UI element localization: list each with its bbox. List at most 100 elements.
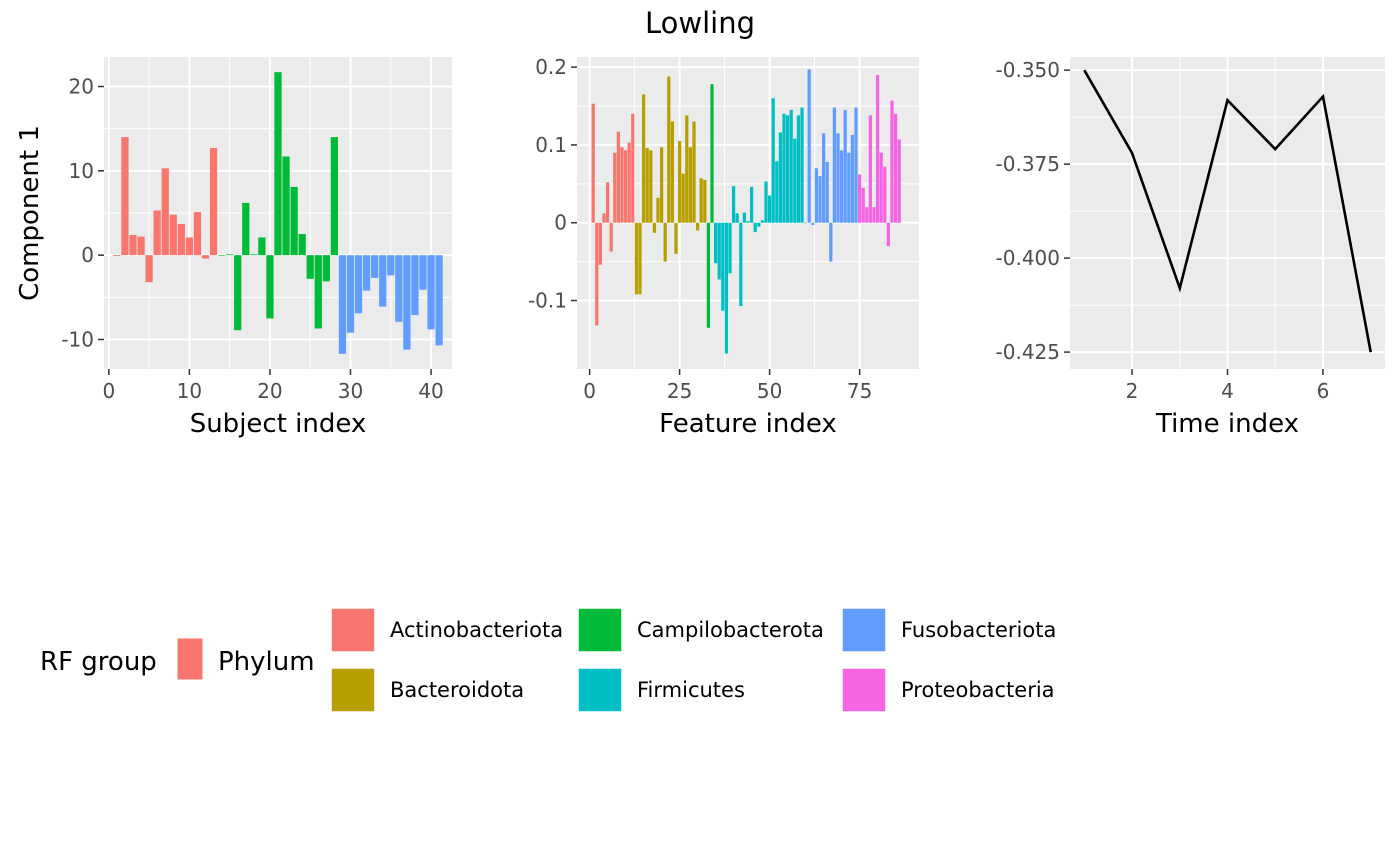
bar-subject-36 <box>395 255 403 322</box>
legend-phylum-entries: Actinobacteriota Bacteroidota Campilobacte… <box>330 607 1056 713</box>
bar-feature-76 <box>861 187 865 223</box>
bar-feature-19 <box>656 197 660 223</box>
data-marks <box>113 72 443 354</box>
bar-subject-25 <box>306 255 314 279</box>
bar-subject-34 <box>379 255 387 307</box>
x-tick-label: 75 <box>847 379 872 403</box>
bar-subject-13 <box>209 148 218 256</box>
legend-key-firmicutes <box>577 667 623 713</box>
bar-feature-30 <box>695 222 700 231</box>
bar-feature-53 <box>778 132 783 223</box>
x-tick-label: 30 <box>338 379 363 403</box>
bar-feature-44 <box>746 221 750 223</box>
bar-feature-61 <box>807 69 811 223</box>
bar-subject-1 <box>113 255 121 257</box>
x-axis-title: Subject index <box>190 409 367 439</box>
x-tick-label: 0 <box>583 379 596 403</box>
bar-feature-22 <box>667 76 671 223</box>
bar-feature-2 <box>595 222 599 326</box>
y-tick-label: 0 <box>81 243 94 267</box>
bar-feature-17 <box>649 150 653 223</box>
bar-feature-38 <box>724 222 729 354</box>
bar-feature-20 <box>659 147 664 223</box>
x-tick-label: 20 <box>257 379 282 403</box>
y-axis-title: Component 1 <box>15 125 45 301</box>
bar-feature-43 <box>742 212 747 223</box>
bar-feature-79 <box>872 207 876 223</box>
bar-feature-25 <box>677 141 682 223</box>
bar-subject-27 <box>322 255 330 282</box>
bar-feature-75 <box>857 174 862 223</box>
bar-feature-64 <box>818 176 822 223</box>
bar-feature-14 <box>638 222 642 295</box>
bar-feature-24 <box>674 222 678 254</box>
bar-subject-28 <box>330 137 339 256</box>
bar-feature-9 <box>620 147 624 223</box>
y-tick-label: -0.1 <box>528 289 567 313</box>
bar-feature-69 <box>836 133 840 223</box>
bar-feature-33 <box>706 222 711 328</box>
bar-feature-77 <box>865 207 869 223</box>
legend-key-fusobacteriota <box>841 607 887 653</box>
legend-key-actinobacteriota <box>330 607 376 653</box>
y-tick-label: 10 <box>69 159 94 183</box>
bar-feature-57 <box>793 138 797 223</box>
bar-feature-72 <box>847 152 851 223</box>
bar-feature-68 <box>832 107 837 223</box>
bar-feature-39 <box>728 222 732 274</box>
bar-feature-32 <box>703 179 707 223</box>
bar-subject-41 <box>435 255 443 346</box>
bar-feature-8 <box>616 131 621 223</box>
bar-feature-52 <box>775 161 779 223</box>
legend-label-firmicutes: Firmicutes <box>637 678 745 702</box>
bar-subject-35 <box>387 255 395 276</box>
bar-feature-82 <box>883 166 887 223</box>
bar-subject-5 <box>145 255 153 283</box>
bar-feature-41 <box>735 213 739 223</box>
bar-subject-15 <box>226 254 234 256</box>
bar-feature-86 <box>897 139 901 223</box>
bar-subject-17 <box>242 202 250 256</box>
bar-feature-63 <box>814 168 819 223</box>
bar-feature-70 <box>839 150 844 223</box>
bar-feature-28 <box>688 147 693 223</box>
bar-feature-73 <box>850 134 855 223</box>
bar-feature-80 <box>875 74 880 223</box>
x-tick-label: 4 <box>1221 379 1234 403</box>
bar-subject-39 <box>419 255 427 290</box>
bar-feature-35 <box>713 222 718 264</box>
bar-feature-15 <box>641 94 646 223</box>
bar-feature-10 <box>623 150 628 223</box>
bar-feature-18 <box>652 222 657 233</box>
time-series-line <box>1083 69 1372 353</box>
bar-feature-58 <box>796 115 801 223</box>
legend-label-fusobacteriota: Fusobacteriota <box>901 618 1056 642</box>
bar-feature-84 <box>890 100 894 223</box>
bar-feature-66 <box>825 162 829 223</box>
bar-feature-37 <box>721 222 725 311</box>
legend-key-campilobacterota <box>577 607 623 653</box>
chart-title: Lowling <box>645 6 755 40</box>
bar-feature-59 <box>800 107 804 223</box>
x-axis-title: Feature index <box>659 409 837 439</box>
bar-feature-34 <box>710 84 714 223</box>
legend-label-actinobacteriota: Actinobacteriota <box>390 618 563 642</box>
y-tick-label: -10 <box>61 327 94 351</box>
bar-feature-71 <box>843 109 847 223</box>
legend: RF group Phylum Actinobacteriota Bacteroi… <box>40 607 1056 713</box>
bar-subject-26 <box>314 255 322 329</box>
bar-feature-50 <box>767 195 772 223</box>
bar-subject-12 <box>201 255 210 259</box>
y-tick-label: 20 <box>69 75 94 99</box>
bar-feature-85 <box>893 113 898 223</box>
bar-subject-14 <box>217 255 226 256</box>
bar-subject-32 <box>362 255 371 291</box>
legend-key-proteobacteria <box>841 667 887 713</box>
bar-feature-5 <box>605 182 610 223</box>
bar-feature-6 <box>609 222 613 252</box>
bar-subject-30 <box>346 255 355 333</box>
x-tick-label: 50 <box>757 379 782 403</box>
y-tick-label: 0 <box>554 211 567 235</box>
bar-feature-74 <box>854 107 858 223</box>
bar-subject-38 <box>411 255 419 316</box>
